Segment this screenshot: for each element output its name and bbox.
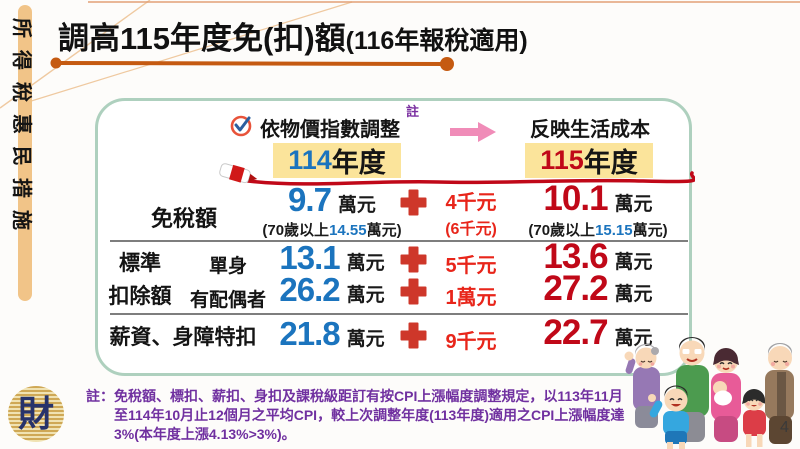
sidebar-category-label: 所得稅惠民措施 (10, 18, 32, 242)
method-note-superscript: 註 (406, 104, 420, 119)
comparison-panel: 依物價指數調整 註 反映生活成本 114 年度 115 年度 免稅額 9.7 (95, 98, 695, 376)
exemption-old-note: (70歲以上14.55萬元) (246, 219, 418, 240)
page-number: 4 (780, 419, 789, 436)
row-label-standard-deduction: 標準 扣除額 (100, 247, 180, 313)
year-new-suffix: 年度 (583, 148, 638, 178)
sublabel-single: 單身 (208, 256, 247, 277)
single-new-cell: 13.6 萬元 (512, 237, 684, 276)
plus-icon (400, 322, 427, 349)
row-separator (110, 240, 688, 242)
plus-icon (400, 189, 427, 216)
salary-old-value: 21.8 (279, 315, 340, 352)
single-old-cell: 13.1 萬元 (246, 239, 418, 276)
exemption-old-note-post: 萬元) (366, 221, 402, 239)
single-new-value: 13.6 (543, 237, 608, 276)
exemption-old-note-value: 14.55 (329, 221, 367, 239)
unit-label: 萬元 (346, 329, 385, 350)
unit-label: 萬元 (614, 252, 653, 273)
exemption-new-note-value: 15.15 (595, 221, 633, 239)
salary-old-cell: 21.8 萬元 (246, 315, 418, 352)
year-old-suffix: 年度 (331, 148, 386, 178)
title-underline (50, 57, 454, 71)
plus-icon (400, 278, 427, 305)
right-arrow-icon (450, 122, 496, 142)
sidebar-accent-bar (18, 5, 32, 301)
exemption-increase-note: (6千元) (445, 221, 497, 238)
page-title-main: 調高115年度免(扣)額 (58, 21, 346, 56)
row-separator (110, 313, 688, 315)
page-title: 調高115年度免(扣)額(116年報稅適用) (58, 13, 528, 58)
family-illustration (624, 337, 794, 449)
exemption-new-cell: 10.1 萬元 (70歲以上15.15萬元) (512, 179, 684, 240)
unit-label: 萬元 (614, 194, 653, 215)
footnote-text: 免稅額、標扣、薪扣、身扣及課稅級距訂有按CPI上漲幅度調整規定，以113年11月… (114, 388, 625, 442)
unit-label: 萬元 (614, 328, 653, 349)
result-label: 反映生活成本 (530, 119, 650, 141)
sublabel-married: 有配偶者 (189, 290, 266, 311)
single-old-value: 13.1 (279, 239, 340, 276)
unit-label: 萬元 (337, 195, 376, 216)
year-badge-new: 115 年度 (525, 143, 653, 178)
year-new-number: 115 (540, 145, 584, 175)
exemption-increase-cell: 4千元 (6千元) (432, 186, 510, 239)
logo-glyph: 財 (17, 394, 54, 434)
standard-label-line1: 標準 (119, 252, 161, 275)
footnote: 註： 免稅額、標扣、薪扣、身扣及課稅級距訂有按CPI上漲幅度調整規定，以113年… (86, 387, 626, 444)
page-title-sub: (116年報稅適用) (345, 27, 528, 55)
salary-increase: 9千元 (445, 331, 497, 353)
year-badge-old: 114 年度 (273, 143, 401, 178)
ministry-of-finance-logo: 財 (8, 386, 64, 442)
standard-label-line2: 扣除額 (108, 285, 172, 308)
married-old-value: 26.2 (279, 271, 340, 308)
salary-new-cell: 22.7 萬元 (512, 313, 684, 352)
exemption-new-value: 10.1 (543, 179, 608, 218)
unit-label: 萬元 (346, 285, 385, 306)
check-icon (230, 115, 252, 137)
unit-label: 萬元 (346, 253, 385, 274)
row-label-salary: 薪資、身障特扣 (109, 326, 257, 349)
exemption-old-note-pre: (70歲以上 (262, 221, 330, 239)
exemption-new-note: (70歲以上15.15萬元) (512, 219, 684, 240)
method-label: 依物價指數調整 (260, 119, 400, 141)
footnote-prefix: 註： (86, 388, 114, 404)
year-old-number: 114 (288, 145, 332, 175)
married-increase: 1萬元 (445, 287, 497, 309)
married-old-cell: 26.2 萬元 (246, 271, 418, 308)
exemption-new-note-pre: (70歲以上 (528, 221, 596, 239)
boy-figure (648, 385, 689, 449)
single-increase: 5千元 (445, 255, 497, 277)
married-new-cell: 27.2 萬元 (512, 269, 684, 308)
exemption-new-note-post: 萬元) (632, 221, 668, 239)
grandpa-figure (765, 343, 794, 444)
girl-figure (742, 389, 766, 447)
top-accent-line (88, 1, 800, 3)
married-new-value: 27.2 (543, 269, 608, 308)
salary-new-value: 22.7 (543, 313, 608, 352)
exemption-increase: 4千元 (445, 192, 497, 214)
row-label-exemption: 免稅額 (150, 206, 217, 231)
mom-figure (711, 348, 741, 442)
plus-icon (400, 246, 427, 273)
exemption-old-cell: 9.7 萬元 (70歲以上14.55萬元) (246, 181, 418, 240)
unit-label: 萬元 (614, 284, 653, 305)
exemption-old-value: 9.7 (288, 181, 332, 218)
